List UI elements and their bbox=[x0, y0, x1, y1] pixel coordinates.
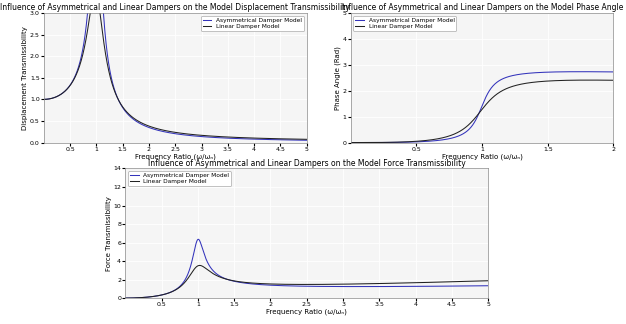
Linear Damper Model bbox=[347, 141, 354, 145]
Title: Influence of Asymmetrical and Linear Dampers on the Model Phase Angle: Influence of Asymmetrical and Linear Dam… bbox=[341, 3, 623, 12]
Line: Linear Damper Model: Linear Damper Model bbox=[44, 0, 307, 139]
Linear Damper Model bbox=[121, 296, 129, 300]
Asymmetrical Damper Model bbox=[40, 98, 48, 101]
Asymmetrical Damper Model bbox=[195, 237, 202, 241]
Asymmetrical Damper Model bbox=[152, 128, 160, 132]
Title: Influence of Asymmetrical and Linear Dampers on the Model Force Transmissibility: Influence of Asymmetrical and Linear Dam… bbox=[148, 159, 466, 168]
Asymmetrical Damper Model bbox=[478, 284, 485, 288]
Asymmetrical Damper Model bbox=[610, 70, 617, 74]
Asymmetrical Damper Model bbox=[303, 138, 310, 142]
Linear Damper Model bbox=[185, 276, 192, 280]
X-axis label: Frequency Ratio (ω/ωₙ): Frequency Ratio (ω/ωₙ) bbox=[266, 309, 347, 315]
Asymmetrical Damper Model bbox=[448, 136, 455, 140]
Linear Damper Model bbox=[448, 133, 455, 137]
Linear Damper Model bbox=[303, 137, 310, 141]
Linear Damper Model bbox=[438, 280, 446, 284]
Line: Linear Damper Model: Linear Damper Model bbox=[125, 265, 488, 298]
Line: Asymmetrical Damper Model: Asymmetrical Damper Model bbox=[125, 239, 488, 298]
Linear Damper Model bbox=[163, 292, 170, 295]
Linear Damper Model bbox=[459, 127, 466, 131]
Linear Damper Model bbox=[152, 126, 160, 130]
Asymmetrical Damper Model bbox=[577, 70, 584, 74]
Asymmetrical Damper Model bbox=[347, 141, 354, 145]
Line: Asymmetrical Damper Model: Asymmetrical Damper Model bbox=[351, 72, 613, 143]
Linear Damper Model bbox=[196, 263, 203, 267]
Linear Damper Model bbox=[377, 141, 384, 145]
Linear Damper Model bbox=[577, 78, 584, 82]
Asymmetrical Damper Model bbox=[121, 296, 129, 300]
Asymmetrical Damper Model bbox=[577, 70, 585, 74]
Linear Damper Model bbox=[86, 16, 93, 20]
Linear Damper Model bbox=[393, 140, 400, 144]
Y-axis label: Phase Angle (Rad): Phase Angle (Rad) bbox=[334, 46, 341, 110]
Legend: Asymmetrical Damper Model, Linear Damper Model: Asymmetrical Damper Model, Linear Damper… bbox=[201, 16, 304, 31]
Linear Damper Model bbox=[485, 279, 492, 283]
Asymmetrical Damper Model bbox=[393, 140, 400, 144]
Linear Damper Model bbox=[40, 98, 48, 101]
X-axis label: Frequency Ratio (ω/ωₙ): Frequency Ratio (ω/ωₙ) bbox=[135, 153, 216, 160]
Linear Damper Model bbox=[261, 282, 269, 286]
Linear Damper Model bbox=[277, 282, 284, 286]
Linear Damper Model bbox=[478, 279, 485, 283]
Asymmetrical Damper Model bbox=[438, 284, 446, 288]
Linear Damper Model bbox=[141, 122, 148, 126]
Asymmetrical Damper Model bbox=[277, 284, 284, 288]
Asymmetrical Damper Model bbox=[459, 132, 466, 136]
Asymmetrical Damper Model bbox=[70, 77, 78, 81]
Linear Damper Model bbox=[585, 78, 593, 82]
Linear Damper Model bbox=[270, 137, 277, 141]
Linear Damper Model bbox=[605, 78, 612, 82]
Asymmetrical Damper Model bbox=[377, 141, 384, 145]
Asymmetrical Damper Model bbox=[141, 124, 148, 128]
Linear Damper Model bbox=[298, 137, 305, 141]
Y-axis label: Displacement Transmissibility: Displacement Transmissibility bbox=[23, 26, 28, 130]
Y-axis label: Force Transmissibility: Force Transmissibility bbox=[106, 196, 112, 271]
X-axis label: Frequency Ratio (ω/ωₙ): Frequency Ratio (ω/ωₙ) bbox=[441, 153, 523, 160]
Asymmetrical Damper Model bbox=[163, 292, 170, 295]
Legend: Asymmetrical Damper Model, Linear Damper Model: Asymmetrical Damper Model, Linear Damper… bbox=[354, 16, 456, 31]
Asymmetrical Damper Model bbox=[605, 70, 612, 74]
Asymmetrical Damper Model bbox=[298, 138, 305, 142]
Linear Damper Model bbox=[610, 78, 617, 82]
Legend: Asymmetrical Damper Model, Linear Damper Model: Asymmetrical Damper Model, Linear Damper… bbox=[128, 171, 231, 186]
Asymmetrical Damper Model bbox=[270, 138, 277, 142]
Line: Asymmetrical Damper Model: Asymmetrical Damper Model bbox=[44, 0, 307, 140]
Asymmetrical Damper Model bbox=[261, 283, 269, 287]
Linear Damper Model bbox=[70, 77, 78, 81]
Asymmetrical Damper Model bbox=[185, 271, 192, 275]
Asymmetrical Damper Model bbox=[485, 284, 492, 288]
Title: Influence of Asymmetrical and Linear Dampers on the Model Displacement Transmiss: Influence of Asymmetrical and Linear Dam… bbox=[1, 3, 350, 12]
Line: Linear Damper Model: Linear Damper Model bbox=[351, 80, 613, 143]
